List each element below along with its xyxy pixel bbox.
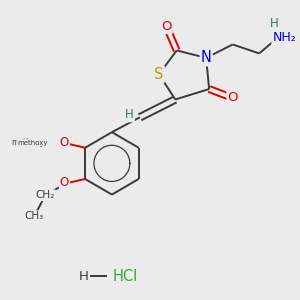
Text: O: O <box>60 136 69 149</box>
Text: NH₂: NH₂ <box>272 32 296 44</box>
Text: CH₃: CH₃ <box>24 211 43 221</box>
Text: O: O <box>227 92 238 104</box>
Text: N: N <box>201 50 212 65</box>
Text: CH₂: CH₂ <box>36 190 55 200</box>
Text: H: H <box>125 108 134 122</box>
Text: H: H <box>79 270 89 283</box>
Text: O: O <box>60 176 69 189</box>
Text: methoxy: methoxy <box>11 138 45 147</box>
Text: HCl: HCl <box>112 269 138 284</box>
Text: methoxy: methoxy <box>17 140 48 146</box>
Text: S: S <box>154 67 164 82</box>
Text: H: H <box>270 16 278 30</box>
Text: O: O <box>161 20 172 33</box>
